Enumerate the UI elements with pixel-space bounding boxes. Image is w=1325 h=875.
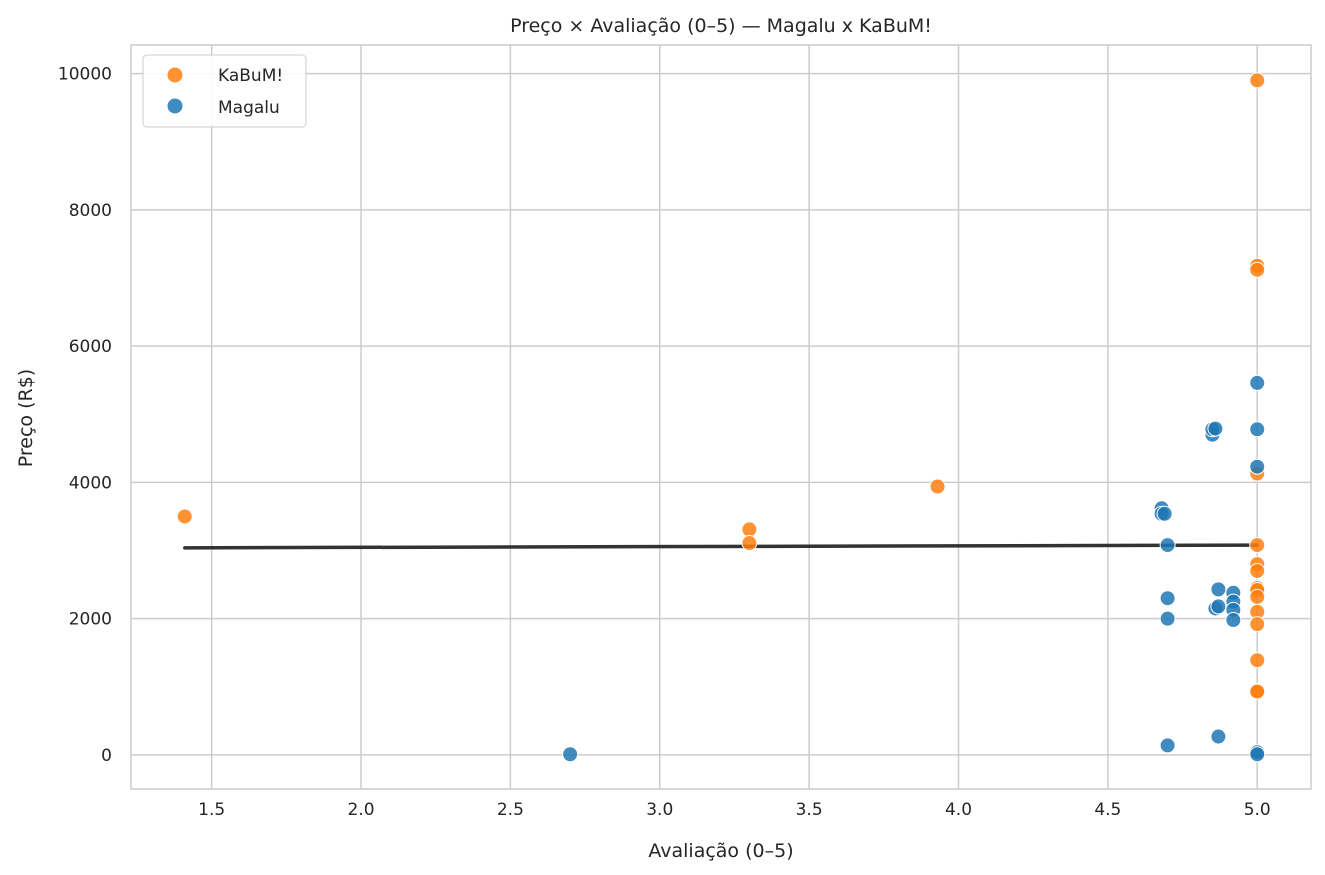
data-point-magalu <box>1210 728 1227 745</box>
y-tick-label: 2000 <box>69 610 112 630</box>
y-tick-label: 0 <box>101 746 112 766</box>
trend-line <box>183 543 1259 550</box>
y-tick-label: 10000 <box>58 65 112 85</box>
data-point-magalu <box>1159 590 1176 607</box>
data-point-kabum <box>1249 616 1266 633</box>
data-point-magalu <box>1159 537 1176 554</box>
chart-title: Preço × Avaliação (0–5) — Magalu x KaBuM… <box>510 15 932 37</box>
data-point-magalu <box>1156 505 1173 522</box>
x-tick-label: 3.0 <box>646 800 673 820</box>
y-tick-label: 4000 <box>69 473 112 493</box>
legend-label-magalu: Magalu <box>218 98 280 118</box>
y-axis-ticks: 0 2000 4000 6000 8000 10000 <box>58 65 112 766</box>
plot-area <box>130 44 1312 790</box>
data-point-magalu <box>1249 421 1266 438</box>
data-point-magalu <box>1159 737 1176 754</box>
data-point-magalu <box>1249 458 1266 475</box>
data-point-kabum <box>1249 683 1266 700</box>
legend-marker-kabum <box>166 66 184 84</box>
data-points <box>176 72 1266 763</box>
y-tick-label: 8000 <box>69 201 112 221</box>
legend-marker-magalu <box>166 97 184 115</box>
data-point-magalu <box>1210 598 1227 615</box>
data-point-magalu <box>1159 610 1176 627</box>
data-point-magalu <box>1249 746 1266 763</box>
data-point-kabum <box>176 508 193 525</box>
data-point-kabum <box>1249 588 1266 605</box>
legend-label-kabum: KaBuM! <box>218 66 283 86</box>
data-point-kabum <box>741 521 758 538</box>
data-point-kabum <box>1249 562 1266 579</box>
y-tick-label: 6000 <box>69 337 112 357</box>
x-tick-label: 5.0 <box>1244 800 1271 820</box>
legend: KaBuM! Magalu <box>142 54 307 128</box>
data-point-kabum <box>741 535 758 552</box>
x-axis-ticks: 1.5 2.0 2.5 3.0 3.5 4.0 4.5 5.0 <box>198 800 1271 820</box>
x-tick-label: 4.5 <box>1094 800 1121 820</box>
grid <box>131 45 1311 789</box>
x-tick-label: 4.0 <box>945 800 972 820</box>
data-point-magalu <box>1225 612 1242 629</box>
data-point-magalu <box>1210 581 1227 598</box>
y-axis-label: Preço (R$) <box>15 369 37 467</box>
x-axis-label: Avaliação (0–5) <box>648 840 793 862</box>
x-tick-label: 1.5 <box>198 800 225 820</box>
data-point-magalu <box>1249 374 1266 391</box>
trend-line-group <box>183 543 1259 550</box>
data-point-kabum <box>1249 72 1266 89</box>
data-point-kabum <box>1249 261 1266 278</box>
x-tick-label: 2.5 <box>497 800 524 820</box>
x-tick-label: 3.5 <box>796 800 823 820</box>
data-point-kabum <box>929 478 946 495</box>
data-point-magalu <box>1207 420 1224 437</box>
x-tick-label: 2.0 <box>348 800 375 820</box>
data-point-magalu <box>562 746 579 763</box>
legend-box <box>142 54 307 128</box>
data-point-kabum <box>1249 537 1266 554</box>
data-point-kabum <box>1249 652 1266 669</box>
